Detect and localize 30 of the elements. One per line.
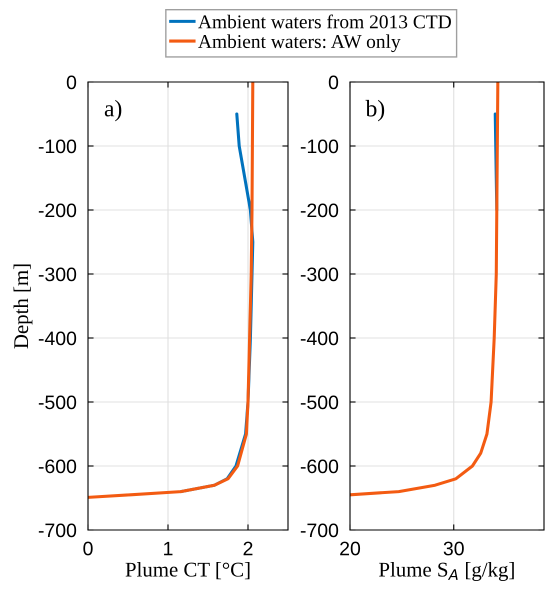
y-tick-label: -600	[300, 459, 338, 474]
y-tick-label: 0	[66, 75, 76, 90]
y-tick-label: -200	[38, 203, 76, 218]
legend-label: Ambient waters: AW only	[198, 34, 401, 52]
x-tick-label: 2	[244, 542, 252, 556]
legend-label: Ambient waters from 2013 CTD	[198, 14, 451, 28]
x-tick-label: 0	[83, 542, 93, 556]
y-tick-label: -600	[38, 459, 76, 474]
y-tick-label: -400	[38, 331, 76, 346]
x-tick-label: 30	[444, 542, 464, 556]
y-tick-label: -700	[300, 523, 338, 538]
y-tick-label: -500	[300, 395, 338, 410]
y-axis-title: Depth [m]	[14, 264, 32, 348]
x-tick-label: 20	[340, 542, 360, 556]
x-axis-title: Plume S$_{A}$ [g/kg]	[379, 562, 514, 581]
annotation: a)	[104, 100, 122, 122]
y-tick-label: -400	[300, 331, 338, 346]
y-tick-label: -200	[300, 203, 338, 218]
y-tick-label: -500	[38, 395, 76, 410]
line-series	[88, 82, 254, 499]
y-tick-label: -300	[38, 267, 76, 282]
y-tick-label: -100	[300, 139, 338, 154]
x-axis-title: Plume CT [°C]	[126, 562, 250, 580]
annotation: b)	[366, 100, 384, 122]
x-tick-label: 1	[164, 542, 172, 556]
y-tick-label: -300	[300, 267, 338, 282]
line-series	[350, 82, 500, 496]
y-tick-label: 0	[328, 75, 338, 90]
y-tick-label: -700	[38, 523, 76, 538]
y-tick-label: -100	[38, 139, 76, 154]
